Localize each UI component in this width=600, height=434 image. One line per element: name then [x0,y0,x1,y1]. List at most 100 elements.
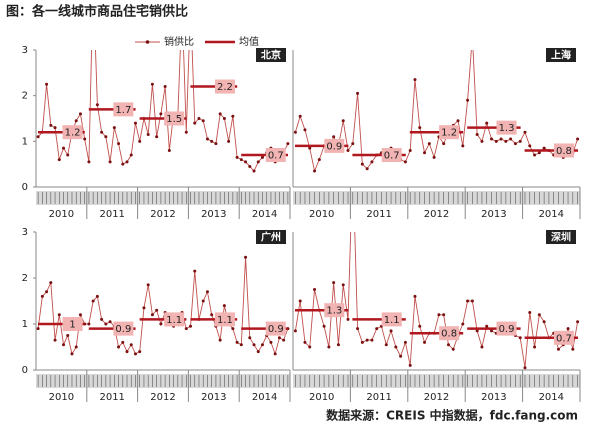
series-marker [480,345,484,349]
x-tick-label: 2010 [309,209,334,220]
series-marker [313,288,317,291]
series-marker [205,137,209,141]
series-marker [66,153,70,157]
series-marker [49,281,53,285]
series-marker [150,313,154,317]
series-marker [518,139,522,143]
series-marker [57,158,61,162]
series-marker [485,121,489,125]
series-marker [341,283,345,287]
series-marker [104,322,108,326]
series-marker [222,304,226,308]
panel-title-box [546,48,576,62]
series-marker [432,155,436,159]
series-marker [571,347,575,351]
series-marker [513,142,517,146]
series-marker [74,345,78,349]
series-marker [351,142,355,146]
month-band [36,374,290,388]
series-marker [129,343,133,347]
series-marker [189,3,192,6]
mean-label-box [164,312,185,327]
series-marker [327,345,331,349]
series-marker [351,162,354,165]
series-marker [451,347,455,351]
series-marker [370,160,374,164]
series-marker [523,366,527,370]
series-marker [533,153,537,157]
series-marker [167,148,171,152]
series-marker [163,85,167,89]
series-marker [442,142,446,146]
series-marker [45,290,49,294]
page-title: 图：各一线城市商品住宅销供比 [6,4,188,20]
series-marker [62,343,66,347]
series-marker [282,338,286,342]
series-marker [322,324,326,328]
series-marker [456,119,460,123]
series-marker [375,327,379,331]
series-marker [356,327,360,331]
x-tick-label: 2010 [309,392,334,403]
series-marker [360,340,364,344]
series-marker [78,313,82,317]
series-marker [389,329,393,333]
series-marker [332,281,336,285]
mean-label-box [553,143,574,158]
x-tick-label: 2013 [481,392,506,403]
series-marker [346,317,350,321]
legend-label: 均值 [239,35,259,48]
series-marker [277,336,281,340]
series-marker [36,135,40,139]
series-marker [523,130,527,134]
series-marker [542,320,546,324]
series-marker [201,299,205,303]
series-line [37,50,289,172]
series-marker [418,126,422,130]
series-marker [437,313,441,317]
series-marker [108,160,112,164]
series-marker [537,151,541,155]
series-marker [403,160,407,164]
series-marker [133,121,137,125]
mean-label: 1.2 [441,128,457,139]
series-marker [138,350,142,354]
series-marker [108,320,112,324]
mean-label: 1.3 [326,306,342,317]
series-marker [256,350,260,354]
series-marker [197,117,201,120]
series-marker [184,130,188,134]
series-marker [218,112,222,116]
series-marker [95,294,99,298]
series-marker [499,137,503,141]
series-marker [461,322,465,326]
series-marker [273,352,277,356]
series-marker [408,363,412,367]
series-marker [112,126,116,130]
source: 数据来源：CREIS 中指数据，fdc.fang.com [326,408,578,423]
x-tick-label: 2011 [99,392,124,403]
series-marker [442,313,446,317]
series-marker [399,354,403,358]
series-marker [117,345,121,349]
series-marker [210,313,214,317]
series-marker [227,139,231,143]
series-marker [418,324,422,328]
series-marker [466,299,470,303]
series-marker [100,130,104,134]
series-marker [332,135,336,139]
mean-label-box [496,120,517,135]
series-marker [133,352,137,356]
legend-marker [145,40,150,44]
x-tick-label: 2011 [366,209,391,220]
mean-label-box [265,148,286,163]
series-marker [298,114,302,118]
x-tick-label: 2014 [252,392,277,403]
panel-title: 上海 [551,49,571,62]
series-line [294,50,579,173]
series-marker [504,139,508,143]
series-marker [40,294,44,298]
series-marker [218,338,222,342]
series-marker [222,117,226,120]
mean-label-box [324,303,345,318]
